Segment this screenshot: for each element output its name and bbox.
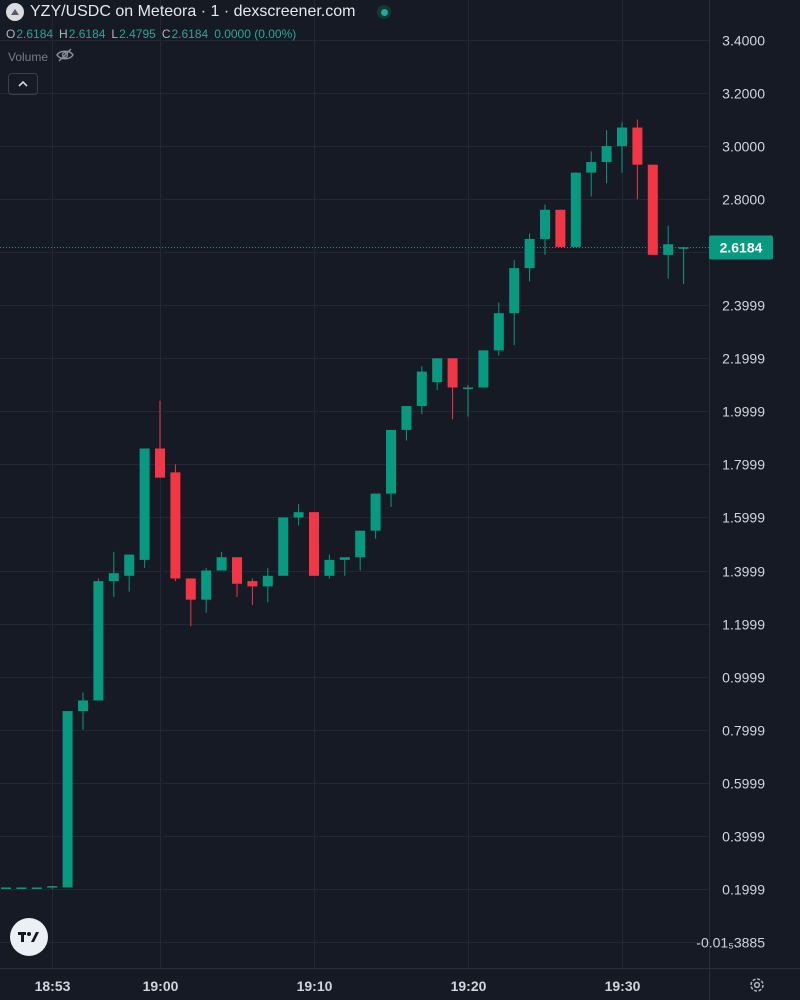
candle-body (432, 358, 443, 383)
x-tick-label: 19:20 (451, 978, 487, 994)
x-tick-label: 19:10 (297, 978, 333, 994)
chevron-up-icon (18, 80, 28, 87)
open-label: O (6, 27, 16, 41)
candle-body (540, 209, 550, 239)
chart-title: YZY/USDC on Meteora · 1 · dexscreener.co… (30, 3, 356, 20)
y-tick-label: 1.3999 (722, 564, 765, 580)
candle-body (232, 557, 242, 584)
candle-body (170, 472, 181, 579)
candle-body (31, 887, 42, 889)
candle-body (509, 268, 520, 314)
current-price-label: 2.6184 (720, 240, 763, 256)
candle-body (555, 209, 566, 247)
candle-body (416, 371, 427, 407)
candle-body (355, 530, 366, 558)
token-logo-icon (6, 3, 24, 21)
candle-body (47, 886, 58, 888)
chart-header: YZY/USDC on Meteora · 1 · dexscreener.co… (6, 3, 392, 21)
collapse-legend-button[interactable] (8, 73, 38, 95)
candle-body (62, 711, 73, 888)
candle-body (463, 387, 473, 389)
candle-body (185, 578, 196, 600)
y-tick-label: 3.4000 (722, 33, 765, 49)
candle-body (216, 557, 227, 571)
candle-body (78, 700, 88, 712)
candle-body (586, 162, 597, 173)
settings-gear-icon[interactable] (748, 976, 766, 994)
candle-body (108, 573, 119, 582)
live-status-dot-icon (377, 5, 392, 19)
y-tick-label: 1.1999 (722, 617, 765, 633)
candle-body (601, 146, 612, 163)
candle-body (647, 164, 658, 255)
candle-body (201, 570, 212, 600)
candle-body (1, 887, 11, 889)
candle-body (617, 127, 627, 147)
candle-body (678, 247, 689, 249)
open-value: 2.6184 (16, 27, 54, 41)
volume-label: Volume (8, 49, 49, 64)
ohlc-legend: O 2.6184 H 2.6184 L 2.4795 C 2.6184 0.00… (6, 27, 302, 41)
y-tick-label: 0.1999 (722, 882, 765, 898)
y-tick-label: 1.5999 (722, 510, 765, 526)
candle-body (570, 172, 581, 247)
low-label: L (111, 27, 119, 41)
y-tick-label: 3.2000 (722, 86, 765, 102)
candle-body (447, 358, 458, 388)
x-tick-label: 18:53 (35, 978, 71, 994)
candle-body (16, 887, 27, 889)
candle-body (339, 557, 350, 560)
x-tick-label: 19:30 (605, 978, 641, 994)
x-tick-label: 19:00 (143, 978, 179, 994)
eye-slash-icon[interactable] (56, 48, 74, 65)
y-tick-label: 2.1999 (722, 351, 765, 367)
current-price-label-bg (709, 235, 773, 260)
candle-body (262, 575, 273, 587)
high-label: H (59, 27, 68, 41)
y-tick-label: 2.8000 (722, 192, 765, 208)
candle-body (278, 517, 289, 576)
y-tick-label: 1.9999 (722, 404, 765, 420)
y-tick-label: 2.3999 (722, 298, 765, 314)
tradingview-logo-icon[interactable] (10, 918, 48, 956)
candle-body (370, 493, 381, 531)
candle-body (632, 127, 643, 165)
y-tick-label: 3.0000 (722, 139, 765, 155)
y-tick-label: 0.7999 (722, 723, 765, 739)
y-tick-label: -0.01₅3885 (696, 935, 765, 951)
candle-body (155, 448, 165, 478)
y-tick-label: 0.5999 (722, 776, 765, 792)
candle-body (478, 350, 489, 388)
y-tick-label: 0.9999 (722, 670, 765, 686)
close-label: C (161, 27, 171, 41)
candle-body (524, 238, 535, 269)
candle-body (493, 313, 504, 351)
candle-body (309, 512, 319, 576)
candle-body (293, 512, 304, 518)
low-value: 2.4795 (119, 27, 156, 41)
y-tick-label: 0.3999 (722, 829, 765, 845)
candle-body (93, 581, 104, 701)
high-value: 2.6184 (68, 27, 106, 41)
candle-body (401, 406, 412, 430)
candle-body (139, 448, 150, 560)
volume-indicator[interactable]: Volume (8, 48, 74, 65)
candle-body (324, 559, 335, 576)
close-value: 2.6184 (171, 27, 209, 41)
candle-body (124, 554, 135, 576)
candle-body (386, 429, 396, 494)
y-tick-label: 1.7999 (722, 457, 765, 473)
candle-body (663, 244, 674, 255)
candle-body (247, 581, 258, 587)
change-value: 0.0000 (0.00%) (214, 27, 297, 41)
